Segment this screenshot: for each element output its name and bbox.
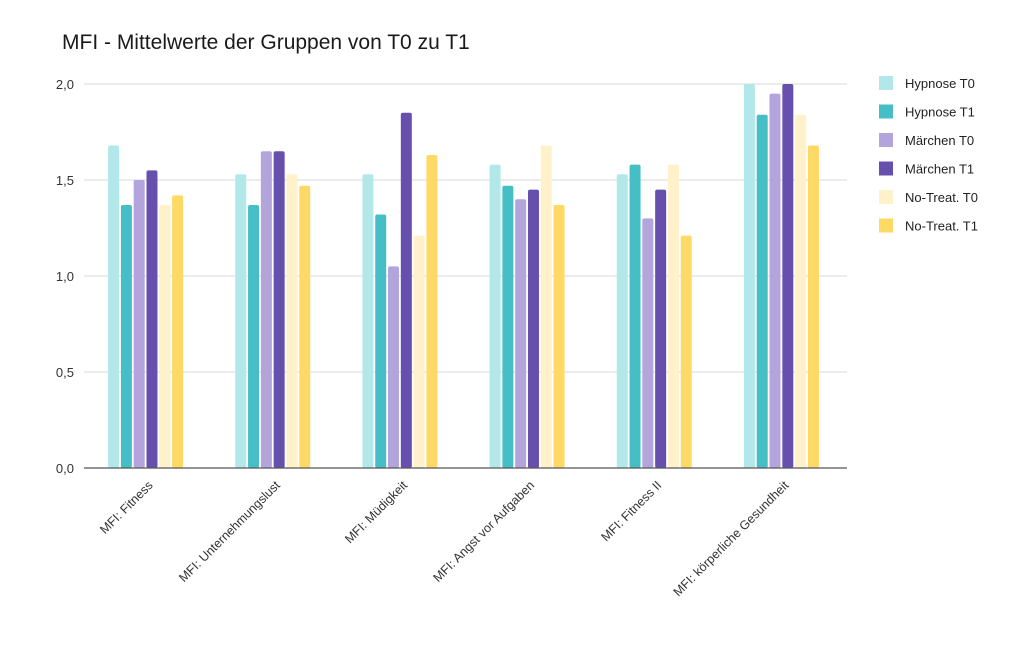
bar	[362, 174, 374, 469]
bar	[629, 164, 641, 468]
legend-swatch	[879, 161, 893, 176]
bar	[120, 204, 132, 468]
bar	[489, 164, 501, 468]
legend-swatch	[879, 104, 893, 119]
bar	[502, 185, 514, 468]
legend-item: Hypnose T1	[879, 104, 975, 120]
y-tick-label: 2,0	[56, 77, 74, 92]
bar	[756, 114, 768, 468]
bar	[553, 204, 565, 468]
bar	[667, 164, 679, 468]
x-tick-label: MFI: Unternehmungslust	[176, 478, 283, 585]
bar	[655, 189, 667, 468]
legend-label: No-Treat. T1	[905, 219, 978, 234]
bar	[286, 174, 298, 469]
x-axis-ticks: MFI: Fitness MFI: Unternehmungslust MFI: M…	[97, 478, 792, 599]
bar	[642, 218, 654, 468]
x-tick-label: MFI: Angst vor Aufgaben	[431, 478, 538, 585]
legend-item: No-Treat. T0	[879, 190, 978, 205]
legend-item: No-Treat. T1	[879, 218, 978, 234]
y-tick-label: 1,0	[56, 269, 74, 284]
bar	[400, 112, 412, 469]
legend-item: Märchen T1	[879, 161, 974, 177]
bar	[769, 93, 781, 468]
y-tick-label: 0,0	[56, 461, 74, 476]
bar	[388, 266, 400, 468]
bar	[172, 195, 184, 469]
legend-label: Hypnose T1	[905, 105, 975, 120]
bar	[527, 189, 539, 468]
bar	[235, 174, 247, 469]
legend-label: Märchen T0	[905, 133, 974, 148]
bar	[782, 84, 794, 468]
chart-title: MFI - Mittelwerte der Gruppen von T0 zu …	[62, 31, 470, 54]
bar	[743, 84, 755, 468]
legend-label: Hypnose T0	[905, 76, 975, 91]
legend-label: No-Treat. T0	[905, 190, 978, 205]
y-axis-ticks: 0,0 0,5 1,0 1,5 2,0	[56, 77, 74, 476]
bar	[273, 151, 285, 468]
bar	[159, 204, 171, 468]
bar	[375, 214, 387, 468]
bar	[133, 180, 145, 468]
legend-label: Märchen T1	[905, 162, 974, 177]
x-tick-label: MFI: Fitness II	[598, 478, 664, 544]
legend-swatch	[879, 133, 893, 147]
bar	[248, 204, 260, 468]
x-tick-label: MFI: Fitness	[97, 478, 156, 537]
y-tick-label: 0,5	[56, 365, 74, 380]
legend-swatch	[879, 76, 893, 90]
bar	[146, 170, 158, 468]
bar	[426, 155, 438, 469]
bar	[795, 114, 807, 468]
y-tick-label: 1,5	[56, 173, 74, 188]
bar	[299, 185, 311, 468]
bar	[616, 174, 628, 469]
bar	[807, 145, 819, 468]
legend-item: Märchen T0	[879, 133, 974, 148]
gridlines	[84, 83, 847, 373]
legend: Hypnose T0 Hypnose T1 Märchen T0 Märchen T1…	[879, 76, 978, 234]
bars	[108, 84, 819, 469]
legend-swatch	[879, 218, 893, 233]
bar	[680, 235, 692, 468]
x-tick-label: MFI: Müdigkeit	[342, 478, 410, 546]
legend-item: Hypnose T0	[879, 76, 975, 91]
x-tick-label: MFI: körperliche Gesundheit	[671, 478, 792, 599]
bar	[260, 151, 272, 468]
bar	[515, 199, 527, 468]
bar	[413, 235, 425, 468]
bar	[540, 145, 552, 468]
legend-swatch	[879, 190, 893, 204]
bar	[108, 145, 120, 468]
